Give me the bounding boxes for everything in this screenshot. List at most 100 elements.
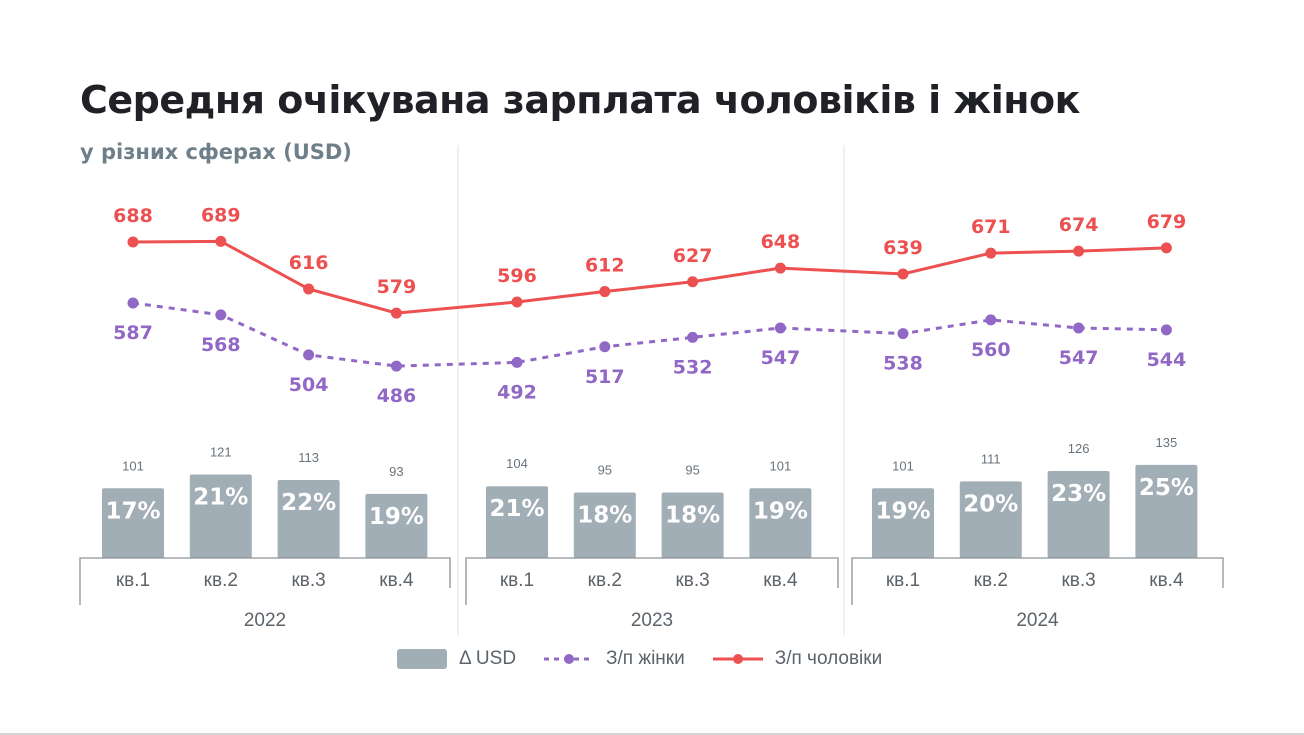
- quarter-tick-label: кв.3: [1061, 570, 1095, 591]
- bar-value-label: 101: [892, 458, 914, 473]
- quarter-tick-label: кв.4: [1149, 570, 1184, 591]
- men-salary-point: [1073, 245, 1085, 257]
- women-salary-label: 504: [289, 374, 329, 396]
- delta-bar: [1047, 471, 1110, 558]
- legend-label-delta: Δ USD: [459, 648, 517, 669]
- men-salary-point: [215, 235, 227, 247]
- bar-value-label: 93: [389, 464, 403, 479]
- bar-percent-label: 19%: [753, 498, 808, 524]
- men-salary-line: [132, 239, 1167, 315]
- women-salary-point: [599, 341, 611, 353]
- legend-label-women: З/п жінки: [606, 648, 685, 669]
- bar-value-label: 111: [981, 451, 1001, 466]
- women-salary-point: [303, 349, 315, 361]
- legend-item-men: З/п чоловіки: [711, 648, 882, 670]
- men-salary-label: 612: [585, 255, 625, 277]
- bar-value-label: 104: [506, 456, 528, 471]
- delta-bar: [749, 488, 812, 558]
- men-salary-point: [303, 283, 315, 295]
- quarter-tick-label: кв.1: [886, 570, 920, 591]
- women-salary-label: 517: [585, 366, 625, 388]
- data-labels: 587 568 504 486 492 517 532 547 538 560 547 544 688 6…: [113, 204, 1186, 407]
- delta-bar: [486, 486, 548, 558]
- delta-bar: [102, 488, 164, 558]
- women-salary-label: 547: [1059, 347, 1099, 369]
- women-salary-point: [897, 328, 909, 340]
- women-salary-label: 568: [201, 334, 241, 356]
- quarter-tick-label: кв.4: [379, 570, 414, 591]
- women-salary-label: 560: [971, 339, 1011, 361]
- women-salary-label: 587: [113, 322, 153, 344]
- legend: Δ USD З/п жінки З/п чоловіки: [397, 648, 908, 670]
- legend-item-delta: Δ USD: [397, 648, 516, 670]
- women-salary-label: 547: [761, 347, 801, 369]
- bar-value-label: 113: [298, 450, 319, 465]
- year-bracket: [465, 557, 839, 605]
- women-salary-point: [390, 360, 402, 372]
- bar-percent-label: 21%: [193, 485, 248, 511]
- legend-solid-line-swatch: [712, 654, 763, 664]
- men-salary-label: 689: [201, 204, 241, 226]
- chart-title: Середня очікувана зарплата чоловіків і ж…: [80, 78, 1080, 122]
- women-salary-label: 544: [1147, 349, 1187, 371]
- men-salary-label: 616: [289, 252, 329, 274]
- quarter-tick-label: кв.2: [974, 570, 1008, 591]
- quarter-tick-label: кв.4: [763, 570, 798, 591]
- delta-bar: [661, 492, 724, 558]
- men-salary-label: 671: [971, 216, 1011, 238]
- x-axis: кв.1 кв.2 кв.3 кв.4 2022 кв.1 кв.2 кв.3 кв.4 2023…: [79, 557, 1224, 631]
- men-salary-point: [511, 296, 523, 308]
- delta-bar: [277, 480, 340, 558]
- bar-percent-label: 20%: [963, 491, 1018, 517]
- men-salary-point: [774, 262, 786, 274]
- salary-lines: [127, 235, 1172, 372]
- bar-value-label: 95: [598, 462, 612, 477]
- men-salary-label: 679: [1147, 211, 1187, 233]
- bar-percent-label: 23%: [1051, 481, 1106, 507]
- bar-value-label: 135: [1156, 435, 1178, 450]
- year-bracket: [79, 557, 451, 605]
- legend-item-women: З/п жінки: [542, 648, 685, 670]
- women-salary-label: 492: [497, 381, 537, 403]
- women-salary-point: [985, 314, 997, 326]
- men-salary-point: [687, 276, 699, 288]
- quarter-tick-label: кв.2: [588, 570, 622, 591]
- bar-percent-label: 17%: [105, 498, 160, 524]
- men-salary-label: 579: [377, 276, 417, 298]
- men-salary-point: [1160, 242, 1172, 254]
- men-salary-label: 688: [113, 205, 153, 227]
- bar-value-label: 101: [122, 458, 144, 473]
- men-salary-point: [127, 236, 139, 248]
- legend-label-men: З/п чоловіки: [774, 648, 883, 669]
- year-bracket: [851, 557, 1224, 605]
- delta-bar: [365, 493, 428, 558]
- women-salary-line: [132, 301, 1167, 368]
- women-salary-point: [774, 322, 786, 334]
- bar-percent-label: 19%: [369, 504, 424, 530]
- quarter-tick-label: кв.3: [675, 570, 709, 591]
- delta-bar: [872, 488, 934, 558]
- quarter-tick-label: кв.2: [204, 570, 238, 591]
- women-salary-point: [511, 356, 523, 368]
- men-salary-point: [985, 247, 997, 259]
- quarter-tick-label: кв.3: [291, 570, 325, 591]
- women-salary-label: 532: [673, 356, 713, 378]
- bottom-divider: [0, 733, 1304, 735]
- men-salary-point: [390, 307, 402, 319]
- year-label: 2024: [1016, 610, 1059, 631]
- legend-dashed-line-swatch: [544, 654, 595, 664]
- bar-percent-label: 21%: [489, 496, 544, 522]
- bar-percent-label: 18%: [577, 502, 632, 528]
- bar-percent-label: 19%: [875, 498, 930, 524]
- women-salary-label: 486: [377, 385, 417, 407]
- bar-percent-label: 25%: [1139, 475, 1194, 501]
- women-salary-point: [1073, 322, 1085, 334]
- bar-value-label: 101: [770, 458, 792, 473]
- women-salary-point: [215, 309, 227, 321]
- bar-percent-label: 22%: [281, 490, 336, 516]
- bar-percent-label: 18%: [665, 502, 720, 528]
- quarter-tick-label: кв.1: [116, 570, 150, 591]
- men-salary-point: [599, 286, 611, 298]
- year-label: 2023: [631, 610, 673, 631]
